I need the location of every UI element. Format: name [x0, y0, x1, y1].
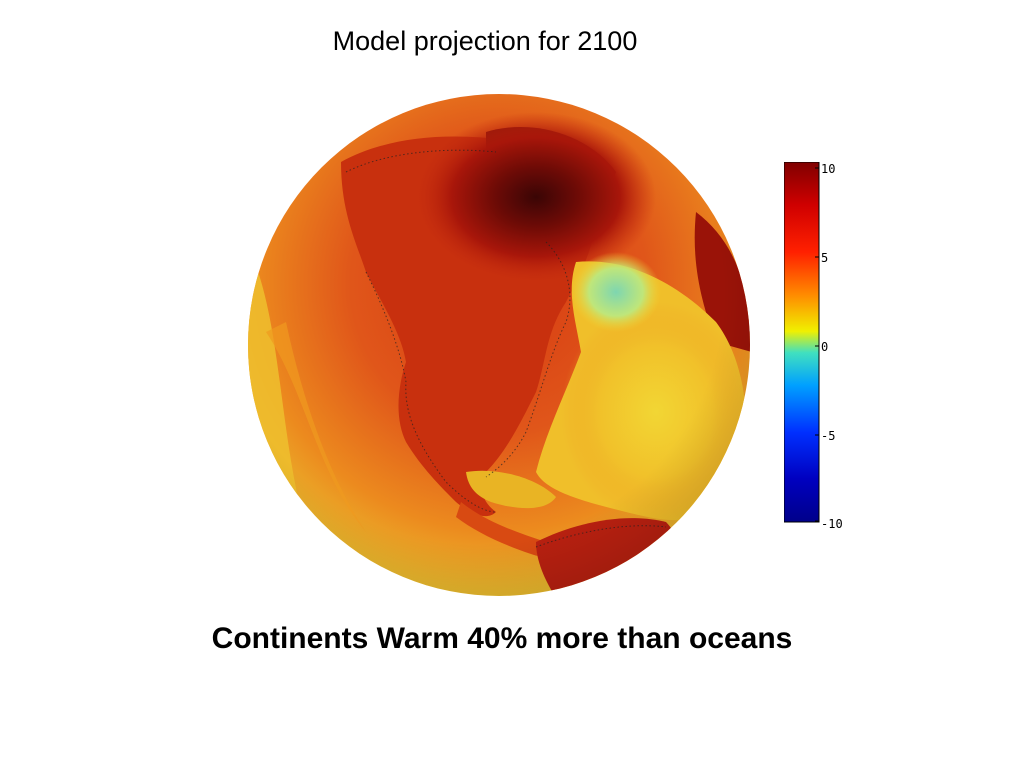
globe-shading: [248, 94, 750, 596]
colorbar-tick-label: 5: [821, 251, 828, 265]
colorbar-tick-label: -10: [821, 517, 843, 531]
slide-title: Model projection for 2100: [332, 26, 638, 56]
colorbar-tick-label: 10: [821, 162, 835, 176]
globe-map: [248, 94, 750, 596]
colorbar-tick-label: 0: [821, 340, 828, 354]
colorbar-tick-label: -5: [821, 429, 835, 443]
colorbar: 10 5 0 -5 -10: [784, 162, 843, 531]
colorbar-gradient: [784, 162, 820, 523]
slide-caption: Continents Warm 40% more than oceans: [211, 622, 793, 655]
colorbar-ticks: [815, 167, 819, 522]
